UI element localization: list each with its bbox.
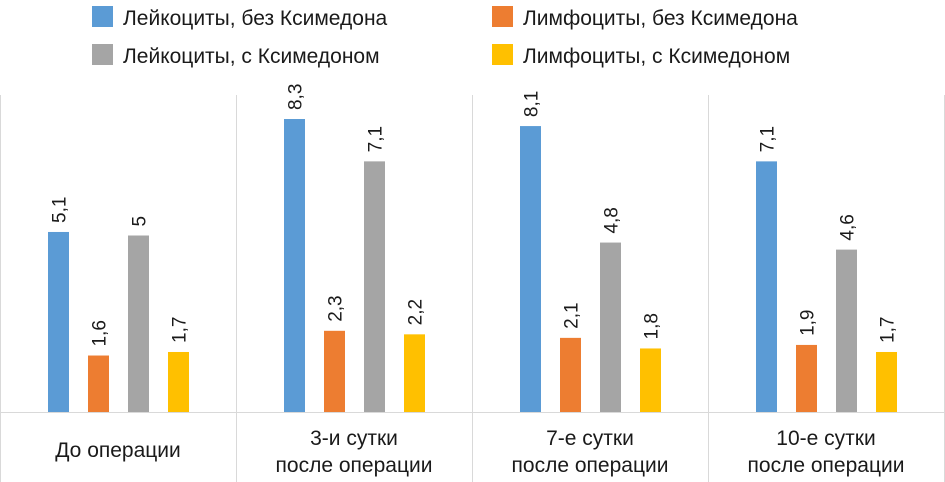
bar bbox=[284, 119, 305, 412]
data-label: 8,1 bbox=[522, 91, 543, 117]
data-label: 5,1 bbox=[50, 197, 71, 223]
data-label: 2,2 bbox=[406, 299, 427, 325]
bar bbox=[756, 161, 777, 412]
data-label: 1,6 bbox=[90, 320, 111, 346]
bar bbox=[836, 249, 857, 412]
data-label: 4,6 bbox=[838, 214, 859, 240]
bar bbox=[168, 351, 189, 412]
bar bbox=[640, 348, 661, 412]
legend-label: Лимфоциты, без Ксимедона bbox=[523, 7, 798, 30]
data-label: 8,3 bbox=[286, 84, 307, 110]
data-label: 7,1 bbox=[758, 126, 779, 152]
legend-swatch bbox=[92, 44, 113, 65]
data-label: 5 bbox=[130, 216, 151, 227]
data-label: 1,8 bbox=[642, 313, 663, 339]
bar bbox=[876, 351, 897, 412]
category-label: 3-и сутки bbox=[310, 427, 398, 450]
legend: Лейкоциты, без Ксимедона Лимфоциты, без К… bbox=[92, 6, 798, 68]
data-label: 4,8 bbox=[602, 207, 623, 233]
bar bbox=[560, 337, 581, 412]
legend-swatch bbox=[492, 44, 513, 65]
bar bbox=[520, 126, 541, 412]
data-label: 7,1 bbox=[366, 126, 387, 152]
data-label: 1,7 bbox=[878, 317, 899, 343]
category-label: 10-е сутки bbox=[776, 427, 875, 450]
bar bbox=[796, 344, 817, 412]
legend-label: Лейкоциты, без Ксимедона bbox=[123, 7, 388, 30]
category-label: До операции bbox=[55, 439, 181, 462]
category-label: после операции bbox=[748, 454, 905, 477]
category-labels: До операции 3-и сутки после операции 7-е су… bbox=[55, 427, 904, 477]
data-label: 2,1 bbox=[562, 302, 583, 328]
data-label: 1,7 bbox=[170, 317, 191, 343]
legend-swatch bbox=[92, 6, 113, 27]
category-label: после операции bbox=[512, 454, 669, 477]
bar bbox=[600, 242, 621, 412]
bar bbox=[324, 330, 345, 412]
data-label: 2,3 bbox=[326, 295, 347, 321]
bars bbox=[48, 119, 897, 412]
legend-swatch bbox=[492, 6, 513, 27]
data-label: 1,9 bbox=[798, 310, 819, 336]
legend-label: Лейкоциты, с Ксимедоном bbox=[123, 45, 380, 68]
bar bbox=[128, 235, 149, 412]
category-label: 7-е сутки bbox=[546, 427, 634, 450]
bar bbox=[364, 161, 385, 412]
legend-label: Лимфоциты, с Ксимедоном bbox=[523, 45, 790, 68]
category-label: после операции bbox=[276, 454, 433, 477]
value-labels: 5,1 1,6 5 1,7 8,3 2,3 7,1 2,2 8,1 2,1 4,8 1,8 7,1 1,9… bbox=[50, 84, 899, 347]
bar bbox=[48, 231, 69, 412]
bar bbox=[88, 355, 109, 412]
bar bbox=[404, 334, 425, 412]
